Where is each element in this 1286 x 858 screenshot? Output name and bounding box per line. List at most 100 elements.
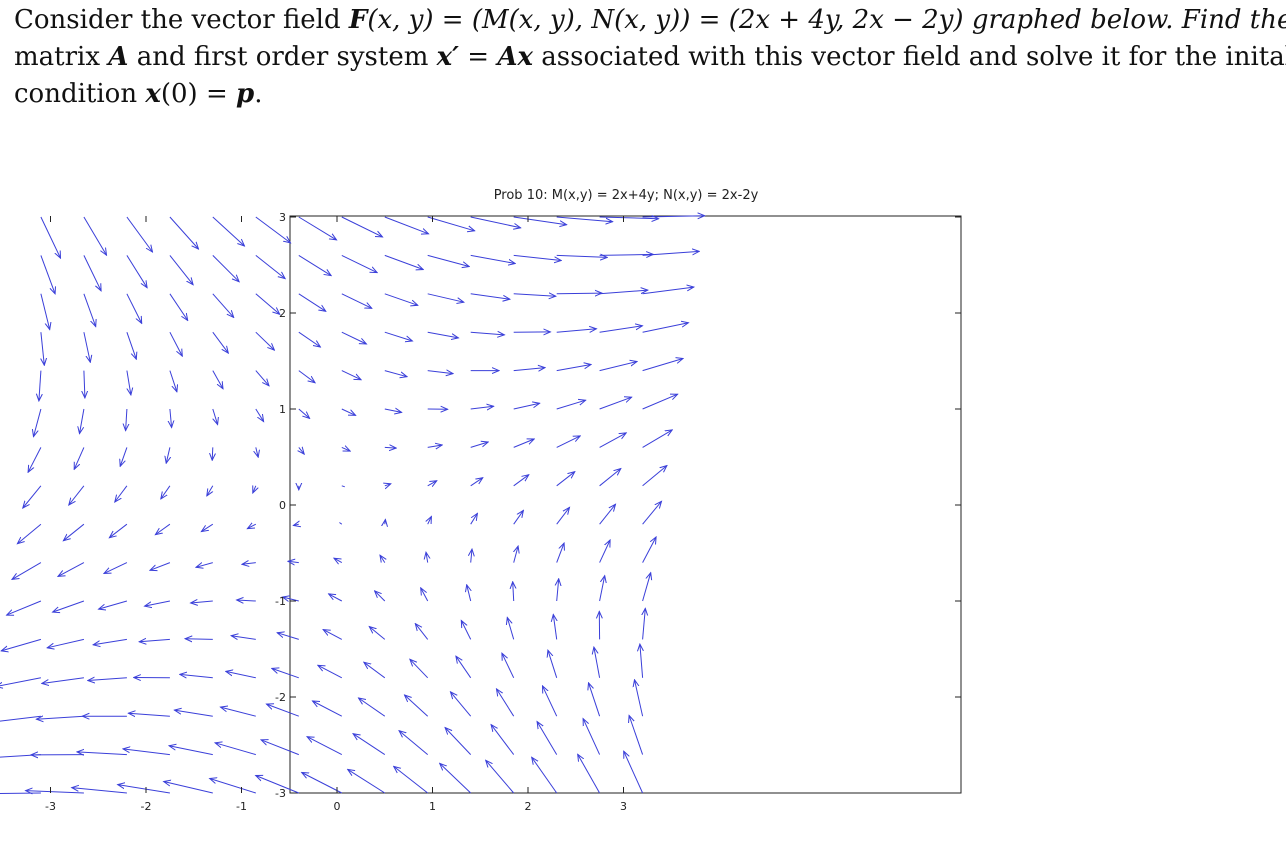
field-arrow [99, 600, 128, 609]
field-arrow [427, 216, 475, 231]
field-arrow [470, 478, 483, 487]
field-arrow [556, 255, 608, 257]
field-arrow [23, 485, 42, 508]
field-arrow [629, 716, 644, 755]
field-arrow [69, 485, 85, 505]
field-arrow [334, 558, 343, 562]
field-arrow [123, 749, 170, 756]
field-arrow [556, 216, 613, 222]
tick-layer: -3 -2 -1 0 1 2 3 3 2 1 0 -1 -2 -3 [45, 211, 961, 813]
field-arrow [339, 522, 343, 525]
field-arrow [513, 368, 545, 371]
field-arrow [255, 293, 280, 315]
field-arrow [642, 359, 683, 372]
field-arrow [237, 600, 256, 601]
field-arrow [84, 370, 85, 398]
field-arrow [40, 293, 50, 330]
field-arrow [298, 408, 310, 418]
field-arrow [421, 588, 429, 602]
field-arrow [40, 255, 55, 293]
field-arrow [298, 254, 331, 275]
field-arrow [318, 665, 343, 679]
field-arrow [323, 630, 343, 640]
field-arrow [537, 722, 558, 755]
field-arrow [215, 743, 256, 756]
field-arrow [212, 293, 234, 318]
math-x-prime: x′ [436, 42, 460, 72]
field-arrow [599, 504, 616, 525]
field-arrow [150, 562, 171, 571]
field-arrow [120, 447, 128, 466]
field-arrow [642, 394, 678, 410]
field-arrow [47, 638, 85, 647]
field-arrow [255, 216, 291, 243]
field-arrow [88, 678, 127, 681]
field-arrow [83, 216, 107, 255]
field-arrow [341, 331, 367, 344]
field-arrow [72, 788, 127, 794]
plot-frame [289, 215, 962, 794]
field-arrow [39, 370, 41, 401]
field-arrow [28, 447, 42, 472]
field-arrow [470, 216, 521, 228]
field-arrow [353, 734, 386, 756]
y-tick-label: 1 [279, 403, 286, 416]
field-arrow [256, 447, 258, 457]
field-arrow [0, 677, 41, 687]
field-arrow [115, 485, 128, 502]
field-arrow [226, 671, 256, 679]
field-arrow [364, 662, 386, 679]
x-tick-label: -2 [141, 800, 152, 813]
field-arrow [548, 650, 558, 678]
field-arrow [599, 254, 654, 255]
field-arrow [212, 370, 223, 389]
field-arrow [247, 524, 257, 528]
math-A: A [108, 42, 129, 72]
field-arrow [348, 769, 386, 794]
field-arrow [231, 636, 256, 640]
field-arrow [410, 659, 429, 679]
field-arrow [118, 785, 170, 794]
field-arrow [128, 713, 170, 716]
field-arrow [127, 370, 131, 395]
field-arrow [169, 331, 182, 356]
field-arrow [329, 594, 343, 602]
field-arrow [491, 725, 515, 755]
field-arrow [513, 475, 529, 487]
field-arrow [513, 439, 535, 448]
field-arrow [599, 540, 611, 563]
text: = [459, 42, 498, 72]
field-arrow [74, 447, 85, 469]
field-arrow [470, 254, 516, 263]
field-arrow [145, 600, 170, 606]
field-arrow [341, 485, 345, 488]
field-arrow [155, 523, 171, 534]
text: and first order system [128, 42, 437, 72]
field-arrow [642, 323, 689, 333]
field-arrow [201, 523, 214, 531]
y-tick-label: 3 [279, 211, 286, 224]
field-arrow [384, 447, 396, 448]
field-arrow [341, 447, 350, 451]
field-arrow [486, 760, 515, 794]
math-p: p [236, 79, 255, 109]
field-arrow [53, 600, 85, 612]
field-arrow [556, 365, 591, 372]
field-arrow [513, 510, 524, 525]
field-arrow [467, 585, 471, 602]
field-arrow [384, 216, 429, 234]
field-arrow [427, 293, 464, 302]
field-arrow [599, 362, 637, 372]
field-arrow [427, 254, 470, 266]
field-arrow [83, 293, 96, 327]
field-arrow [83, 332, 90, 362]
field-arrow [440, 763, 472, 794]
field-arrow [169, 746, 213, 756]
field-arrow [359, 698, 386, 717]
field-arrow [375, 591, 386, 602]
field-arrow [642, 537, 657, 563]
field-arrow [470, 442, 489, 448]
field-arrow [643, 608, 646, 640]
field-arrow [456, 656, 472, 679]
field-arrow [642, 216, 705, 217]
